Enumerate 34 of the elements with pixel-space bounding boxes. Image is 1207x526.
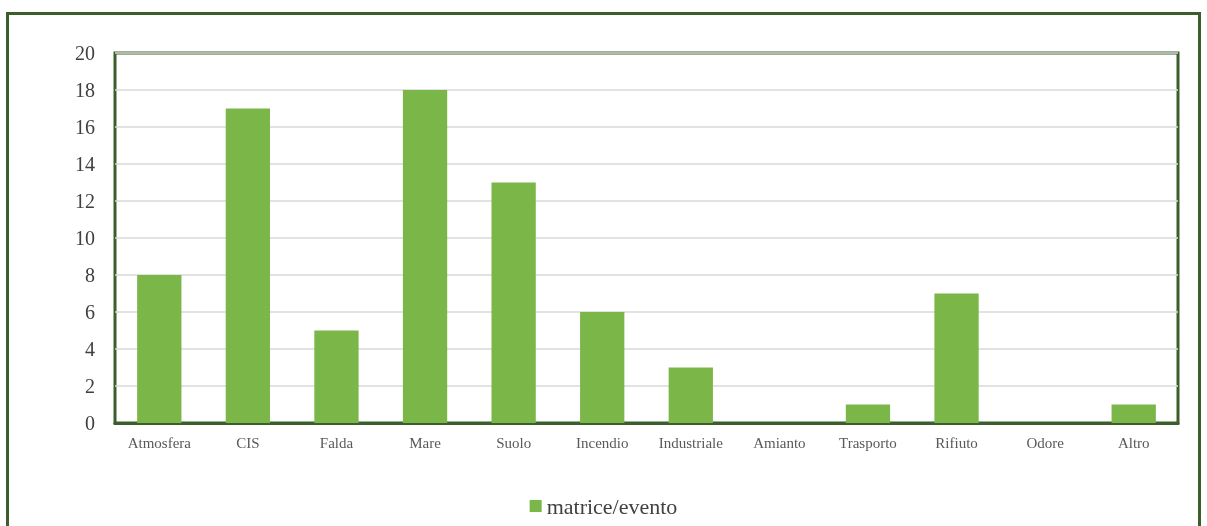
bar [668,367,713,423]
y-tick-label: 4 [85,338,95,360]
y-tick-label: 18 [75,79,95,101]
legend-label: matrice/evento [546,493,678,519]
x-tick-label: CIS [236,434,260,451]
x-tick-label: Rifiuto [935,434,978,451]
x-tick-label: Amianto [753,434,806,451]
x-tick-label: Odore [1026,434,1065,451]
y-tick-label: 12 [75,190,95,212]
bar [314,330,359,423]
y-tick-label: 8 [85,264,95,286]
y-tick-label: 6 [85,301,95,323]
x-tick-label: Atmosfera [127,434,192,451]
bar [402,90,448,423]
x-tick-label: Industriale [658,434,724,451]
bar [845,404,891,423]
x-tick-label: Suolo [496,434,532,451]
bar [137,275,182,423]
y-tick-label: 2 [85,375,95,397]
x-tick-label: Incendio [575,434,629,451]
y-tick-label: 14 [75,153,95,175]
bar [580,312,625,423]
y-tick-label: 10 [75,227,95,249]
x-tick-label: Falda [319,434,354,451]
x-tick-label: Trasporto [839,434,897,451]
bar [1111,404,1156,423]
bar [225,108,271,423]
bar [934,293,979,423]
y-tick-label: 0 [85,412,95,434]
x-tick-label: Mare [409,434,442,451]
y-tick-label: 16 [75,116,95,138]
x-tick-label: Altro [1117,434,1150,451]
bar [491,182,536,423]
y-tick-label: 20 [75,42,95,64]
